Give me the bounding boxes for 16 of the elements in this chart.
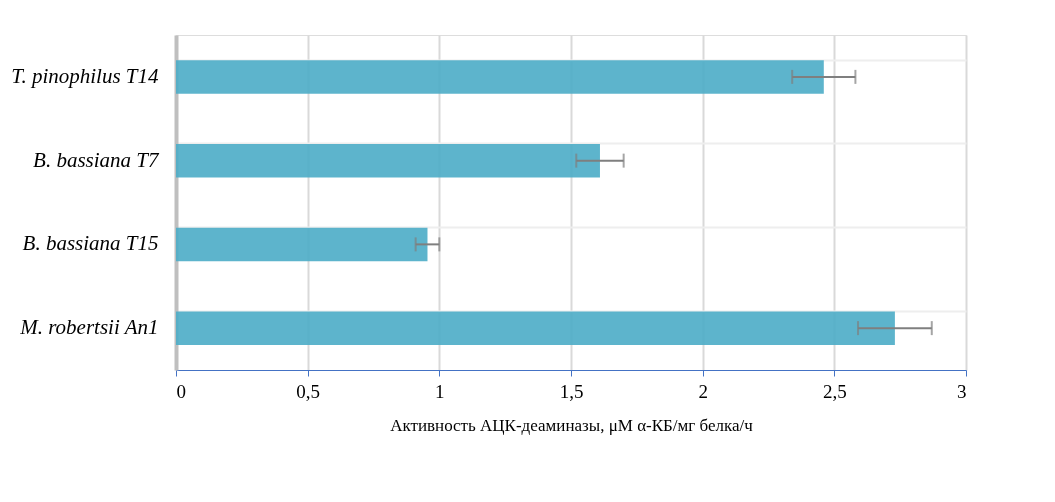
y-tick-label: T. pinophilus T14 [11,63,159,88]
bar [176,311,895,345]
bar [176,60,824,94]
y-tick-label: B. bassiana T7 [33,147,160,172]
x-tick-label: 0,5 [296,380,321,402]
x-tick-label: 1 [435,380,445,402]
bar [176,227,428,262]
x-tick-label: 1,5 [559,380,584,402]
bar [176,143,600,178]
y-tick-label: M. robertsii An1 [19,315,159,340]
y-tick-label: B. bassiana T15 [22,231,159,256]
x-tick-label: 0 [176,380,186,402]
x-tick-label: 2,5 [822,380,847,402]
x-tick-label: 2 [698,380,708,402]
x-tick-label: 3 [957,380,967,402]
x-axis-title: Активность АЦК-деаминазы, μM α-КБ/мг белка/ч [390,415,754,435]
